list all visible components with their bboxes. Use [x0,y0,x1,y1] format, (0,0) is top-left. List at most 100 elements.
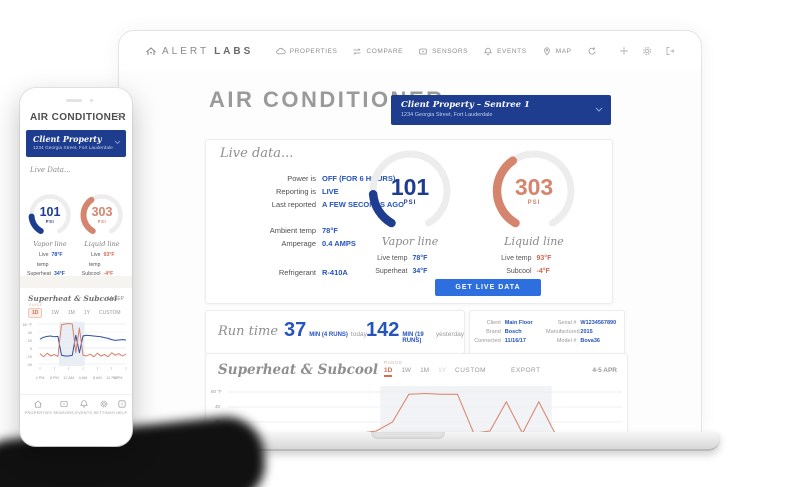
property-selector[interactable]: Client Property – Sentree 1 1234 Georgia… [391,95,611,125]
row-value: A FEW SECONDS AGO [322,200,404,209]
nav-item-events[interactable]: EVENTS [483,47,527,56]
vapor-gauge-arc [28,194,71,235]
liquid-psi-unit: PSI [527,200,541,206]
property-address: 1234 Georgia Street, Fort Lauderdale [33,146,113,151]
phone-nav-help[interactable]: ? HELP [116,399,127,415]
phone-page-title: AIR CONDITIONER [30,112,126,123]
y-tick: -20 [26,354,32,359]
nav-item-properties[interactable]: PROPERTIES [275,47,338,56]
logout-icon[interactable] [665,46,675,56]
vapor-psi-value: 101 [390,174,430,200]
hamburger-menu-icon[interactable]: ≡ [115,110,122,122]
laptop-screen: ALERT LABS PROPERTIES COMPARE SENSORS EV [118,30,702,434]
y-tick: 0 [29,346,32,351]
phone-bottom-nav: PROPERTIES SENSORS EVENTS SETTINGS ? HEL… [20,394,132,424]
phone-property-selector[interactable]: Client Property 1234 Georgia Street, For… [26,130,126,157]
row-value: 34°F [412,268,428,275]
row-label: Subcool [81,271,101,277]
row-label: Model # [556,338,577,344]
help-icon: ? [118,400,126,408]
property-name: Client Property – Sentree 1 [401,100,530,110]
row-value: Bova36 [580,338,600,344]
superheat-subcool-card: Superheat & Subcool RANGE 1D 1W 1M 1Y CU… [205,353,628,434]
x-tick: 12 AM [63,376,75,380]
range-custom[interactable]: CUSTOM [98,310,121,316]
range-1m[interactable]: 1M [420,367,430,374]
range-custom[interactable]: CUSTOM [455,367,487,374]
nav-item-compare[interactable]: COMPARE [352,47,403,56]
phone-nav-settings[interactable]: SETTINGS [94,399,115,415]
phone-nav-events[interactable]: EVENTS [75,399,92,415]
export-button[interactable]: EXPORT [511,367,541,374]
y-tick: 60 °F [211,389,222,394]
brand-word-bold: LABS [214,45,254,57]
nav-label: PROPERTIES [24,411,53,415]
device-info-card: Client Main Floor Brand Bosch Connected 11/… [469,310,625,356]
range-1m[interactable]: 1M [67,310,75,316]
section-divider [20,276,132,288]
row-value: OFF (FOR 6 HOURS) [322,174,396,183]
x-tick: 8 PM [49,376,59,380]
row-label: Reporting is [275,187,316,196]
nav-label: SENSORS [53,411,74,415]
row-value: Bosch [504,329,522,335]
row-label: Amperage [281,239,316,248]
runtime-unit: MIN (19 RUNS) [402,332,424,344]
phone-mockup: AIR CONDITIONER ≡ Client Property 1234 G… [20,88,132,446]
nav-item-sensors[interactable]: SENSORS [418,47,468,56]
row-label: Live temp [88,252,101,268]
gear-icon [100,400,108,408]
get-live-data-button[interactable]: GET LIVE DATA [435,279,541,296]
compare-icon [353,47,361,55]
row-label: Refrigerant [278,268,316,277]
range-1d[interactable]: 1D [28,308,43,318]
runtime-period: today [350,331,367,338]
properties-cloud-icon [275,47,286,54]
nav-label: SETTINGS [93,411,115,415]
liquid-gauge-name: Liquid line [504,235,564,248]
live-status-rows: Power is OFF (FOR 6 HOURS) Reporting is LI… [212,172,404,211]
row-value: LIVE [322,187,339,196]
range-1w[interactable]: 1W [51,310,59,316]
phone-liquid-gauge: 303 PSI Liquid line Live temp 93°F Subcoo… [79,192,125,280]
nav-actions [619,46,675,56]
phone-nav-sensors[interactable]: SENSORS [53,399,74,415]
sync-icon[interactable] [587,46,597,56]
row-label: Live temp [36,252,49,268]
phone-superheat-subcool-chart[interactable] [24,320,128,376]
row-value: -4°F [536,268,550,275]
device-info-col2: Serial # W1234567890 Manufactured 2015 Mod… [546,319,622,346]
row-value: 78°F [412,255,428,262]
phone-range-selector: 1D 1W 1M 1Y CUSTOM [28,308,124,318]
property-name: Client Property [33,134,102,144]
row-value: 78°F [51,252,63,258]
range-1y[interactable]: 1Y [83,310,90,316]
range-1w[interactable]: 1W [401,367,412,374]
add-icon[interactable] [619,46,629,56]
alertlabs-logo[interactable]: ALERT LABS [145,46,253,57]
row-value: 11/16/17 [504,338,526,344]
x-tick: 4 PM [113,376,123,380]
runtime-card: Run time 37 MIN (4 RUNS) today 142 MIN (… [205,310,465,354]
nav-label: EVENTS [75,411,93,415]
row-label: Connected [474,338,501,344]
row-value: 93°F [103,252,115,258]
superheat-subcool-chart[interactable] [206,386,627,434]
range-selector: 1D 1W 1M 1Y CUSTOM [384,367,486,377]
chart-title: Superheat & Subcool [218,362,379,378]
range-1d[interactable]: 1D [384,367,393,377]
row-label: Brand [486,329,501,335]
nav-item-label: SENSORS [432,47,469,55]
runtime-yesterday: 142 MIN (19 RUNS) yesterday [366,319,464,344]
x-tick: 4 AM [78,376,88,380]
desktop-navbar: ALERT LABS PROPERTIES COMPARE SENSORS EV [119,31,701,71]
range-1y[interactable]: 1Y [438,367,447,374]
gear-icon[interactable] [642,46,652,56]
sensors-icon [419,48,427,54]
liquid-psi-value: 303 [91,205,113,219]
phone-chart-title: Superheat & Subcool [28,294,117,303]
phone-nav-properties[interactable]: PROPERTIES [25,399,52,415]
desktop-nav-menu: PROPERTIES COMPARE SENSORS EVENTS MAP [253,46,619,56]
nav-item-label: PROPERTIES [289,47,338,55]
nav-item-map[interactable]: MAP [542,46,572,56]
